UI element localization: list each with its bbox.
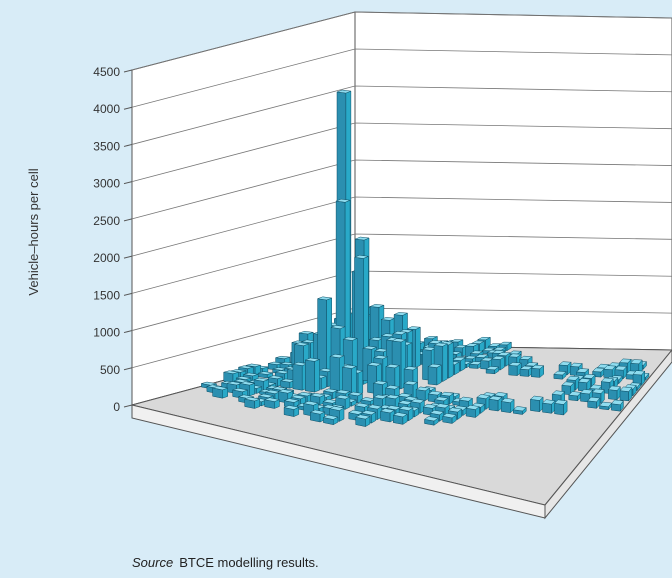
bar bbox=[553, 399, 568, 416]
y-tick-label: 2500 bbox=[93, 214, 120, 228]
bar bbox=[632, 370, 646, 387]
bar bbox=[485, 366, 500, 375]
bar bbox=[211, 385, 229, 399]
y-tick-mark bbox=[123, 330, 133, 334]
bar bbox=[442, 413, 457, 424]
y-tick-label: 2000 bbox=[93, 251, 120, 265]
gridline bbox=[131, 48, 672, 108]
y-tick-mark bbox=[123, 69, 133, 73]
base-front-right bbox=[544, 349, 672, 520]
bar bbox=[587, 396, 601, 409]
bar bbox=[568, 391, 582, 402]
gridline bbox=[131, 85, 672, 145]
bar bbox=[304, 357, 321, 393]
bar bbox=[423, 416, 439, 426]
bar bbox=[309, 409, 326, 423]
bar bbox=[500, 397, 515, 414]
bar bbox=[392, 412, 408, 425]
gridline bbox=[131, 122, 672, 183]
y-tick-mark bbox=[123, 143, 133, 147]
y-tick-mark bbox=[123, 181, 133, 185]
bar bbox=[610, 399, 624, 412]
y-tick-mark bbox=[123, 404, 133, 408]
source-label: Source bbox=[132, 555, 174, 570]
y-tick-mark bbox=[123, 367, 133, 371]
y-tick-mark bbox=[123, 218, 133, 222]
bar bbox=[519, 365, 534, 378]
bar bbox=[507, 362, 522, 377]
gridline bbox=[131, 196, 672, 257]
y-tick-label: 1000 bbox=[93, 326, 120, 340]
y-tick-label: 4500 bbox=[93, 65, 120, 79]
gridline bbox=[131, 233, 672, 294]
y-tick-mark bbox=[123, 292, 133, 296]
bar bbox=[379, 408, 396, 423]
bar bbox=[541, 399, 556, 414]
bar bbox=[263, 397, 281, 409]
bar bbox=[553, 370, 567, 380]
bar bbox=[465, 404, 480, 419]
bar bbox=[598, 401, 613, 411]
bar bbox=[283, 405, 300, 417]
bar bbox=[619, 386, 633, 402]
bar bbox=[512, 406, 527, 416]
y-tick-label: 500 bbox=[100, 363, 120, 377]
y-tick-label: 3500 bbox=[93, 139, 120, 153]
bar bbox=[488, 395, 503, 412]
y-tick-label: 3000 bbox=[93, 177, 120, 191]
bar bbox=[427, 363, 443, 386]
source-text: BTCE modelling results. bbox=[179, 555, 319, 570]
y-axis-title: Vehicle–hours per cell bbox=[26, 168, 41, 295]
y-axis: 0 500 1000 1500 2000 2500 3000 3500 4000 4500 bbox=[93, 65, 133, 414]
bar bbox=[341, 364, 358, 399]
bar bbox=[530, 364, 545, 378]
y-tick-label: 0 bbox=[113, 400, 120, 414]
source-note: Source BTCE modelling results. bbox=[132, 555, 319, 570]
y-tick-mark bbox=[123, 106, 133, 110]
y-tick-mark bbox=[123, 255, 133, 259]
bar bbox=[561, 381, 575, 396]
back-right-wall bbox=[354, 11, 672, 351]
bar bbox=[354, 414, 371, 428]
bar bbox=[529, 395, 544, 413]
bar bbox=[468, 361, 484, 369]
gridline bbox=[131, 11, 672, 71]
bar bbox=[257, 371, 273, 379]
bar bbox=[607, 385, 621, 401]
y-tick-label: 4000 bbox=[93, 102, 120, 116]
bar bbox=[243, 396, 261, 409]
bar bbox=[322, 414, 339, 426]
gridline bbox=[131, 159, 672, 220]
bars bbox=[201, 89, 650, 428]
y-tick-label: 1500 bbox=[93, 288, 120, 302]
